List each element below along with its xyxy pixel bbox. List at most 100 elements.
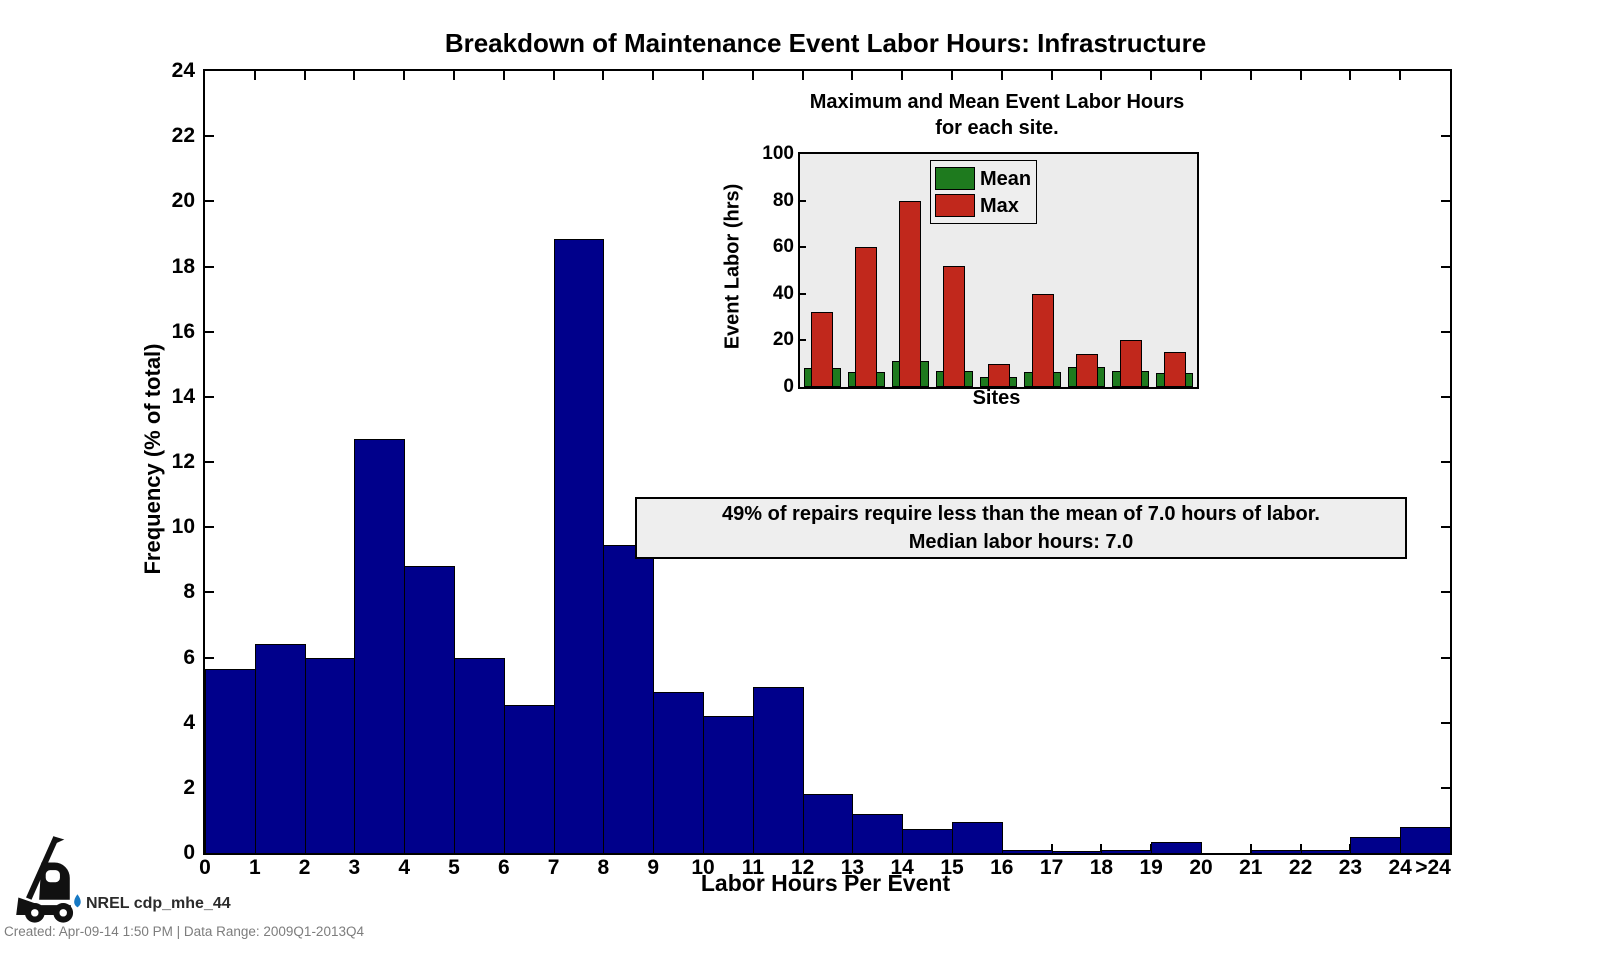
x-tick-mark (1249, 844, 1252, 853)
y-tick-mark (1441, 395, 1450, 398)
inset-y-tick-mark (800, 246, 806, 249)
x-tick-mark (1100, 844, 1103, 853)
x-tick-mark (1299, 71, 1302, 80)
x-axis-tick-label: 8 (597, 856, 610, 879)
histogram-bar (603, 545, 655, 853)
x-axis-tick-label: 21 (1239, 856, 1263, 879)
x-axis-tick-label: 18 (1089, 856, 1114, 879)
histogram-bar (454, 657, 505, 853)
y-tick-mark (1441, 200, 1450, 203)
histogram-bar (205, 668, 256, 853)
x-tick-mark (1050, 844, 1053, 853)
x-tick-mark (403, 71, 406, 80)
x-axis-tick-label: 10 (691, 856, 715, 879)
legend-label-max: Max (980, 194, 1019, 217)
histogram-bar (1250, 849, 1302, 853)
inset-y-tick-mark (800, 199, 806, 202)
y-tick-mark (205, 656, 214, 659)
y-axis-tick-label: 4 (183, 710, 195, 734)
chart-title: Breakdown of Maintenance Event Labor Hou… (444, 28, 1207, 58)
histogram-bar (503, 704, 555, 853)
y-axis-tick-label: 20 (171, 189, 195, 213)
x-tick-mark (502, 71, 505, 80)
x-axis-tick-label: 22 (1288, 856, 1313, 879)
x-axis-tick-label: 7 (547, 856, 560, 879)
y-tick-mark (1441, 721, 1450, 724)
x-tick-mark (1000, 71, 1003, 80)
inset-y-tick-label: 80 (772, 189, 794, 211)
y-axis-tick-label: 8 (183, 580, 195, 604)
y-axis-tick-label: 6 (183, 645, 195, 669)
x-tick-mark (602, 71, 605, 80)
x-tick-mark (1150, 71, 1153, 80)
y-tick-mark (1441, 330, 1450, 333)
histogram-bar (254, 644, 306, 853)
x-tick-mark (702, 71, 704, 80)
histogram-bar (703, 716, 754, 853)
y-tick-mark (1441, 526, 1450, 529)
inset-y-tick-mark (800, 339, 806, 342)
y-tick-mark (1441, 591, 1450, 594)
x-axis-tick-label: 0 (199, 856, 211, 879)
max-bar (811, 312, 834, 387)
x-axis-tick-label: 2 (298, 856, 311, 879)
histogram-bar (1001, 849, 1053, 853)
y-tick-mark (1441, 786, 1450, 789)
histogram-bar (1151, 841, 1202, 853)
y-axis-tick-label: 14 (171, 384, 195, 408)
histogram-bar (952, 822, 1003, 853)
x-axis-tick-label: 15 (940, 856, 964, 879)
x-axis-tick-label: 14 (890, 856, 914, 879)
x-axis-tick-label: 4 (398, 856, 411, 879)
legend-label-mean: Mean (980, 167, 1032, 190)
x-axis-tick-label: 19 (1139, 856, 1163, 879)
brand-label: NREL cdp_mhe_44 (86, 895, 231, 912)
y-axis-tick-label: 16 (171, 319, 195, 343)
x-tick-mark (1249, 71, 1252, 80)
y-axis-tick-label: 22 (171, 124, 195, 148)
x-axis-tick-label: 24 (1388, 856, 1412, 879)
x-axis-tick-label: 16 (990, 856, 1014, 879)
x-tick-mark (1399, 71, 1402, 80)
x-axis-tick-label: 13 (840, 856, 865, 879)
y-tick-mark (205, 461, 214, 463)
inset-y-tick-label: 0 (783, 376, 794, 397)
x-axis-tick-label: 23 (1338, 856, 1363, 879)
x-tick-mark (751, 71, 754, 80)
x-tick-mark (1299, 844, 1302, 853)
max-bar (1119, 340, 1142, 387)
histogram-bar (1101, 849, 1153, 853)
max-bar (855, 247, 878, 387)
y-axis-tick-label: 10 (171, 515, 195, 539)
histogram-bar (653, 691, 704, 853)
x-axis-tick-label: 9 (647, 856, 660, 879)
x-tick-mark (652, 71, 655, 80)
annotation-line-1: 49% of repairs require less than the mea… (722, 503, 1320, 525)
histogram-bar (1350, 836, 1402, 853)
legend-box: Mean Max (930, 160, 1037, 224)
annotation-line-2: Median labor hours: 7.0 (908, 531, 1134, 553)
y-tick-mark (205, 265, 214, 268)
x-tick-mark (353, 71, 356, 80)
x-axis-label: Labor Hours Per Event (700, 870, 951, 896)
max-bar (1075, 354, 1098, 387)
max-bar (899, 200, 922, 387)
inset-y-tick-label: 40 (772, 282, 794, 304)
histogram-bar (1300, 849, 1352, 853)
x-axis-tick-label: >24 (1415, 856, 1451, 879)
y-axis-tick-label: 24 (171, 59, 195, 82)
x-tick-mark (851, 71, 854, 80)
x-tick-mark (303, 71, 306, 80)
y-tick-mark (205, 591, 214, 594)
histogram-bar (902, 828, 953, 853)
forklift-icon (16, 836, 81, 923)
inset-y-tick-mark (800, 292, 806, 295)
max-bar (987, 363, 1010, 387)
created-timestamp: Created: Apr-09-14 1:50 PM | Data Range:… (4, 924, 364, 939)
x-axis-tick-label: 12 (790, 856, 815, 879)
max-bar (943, 265, 966, 387)
y-tick-mark (1441, 656, 1450, 659)
x-tick-mark (951, 71, 953, 80)
histogram-bar (852, 813, 904, 853)
histogram-bar (1051, 851, 1103, 853)
